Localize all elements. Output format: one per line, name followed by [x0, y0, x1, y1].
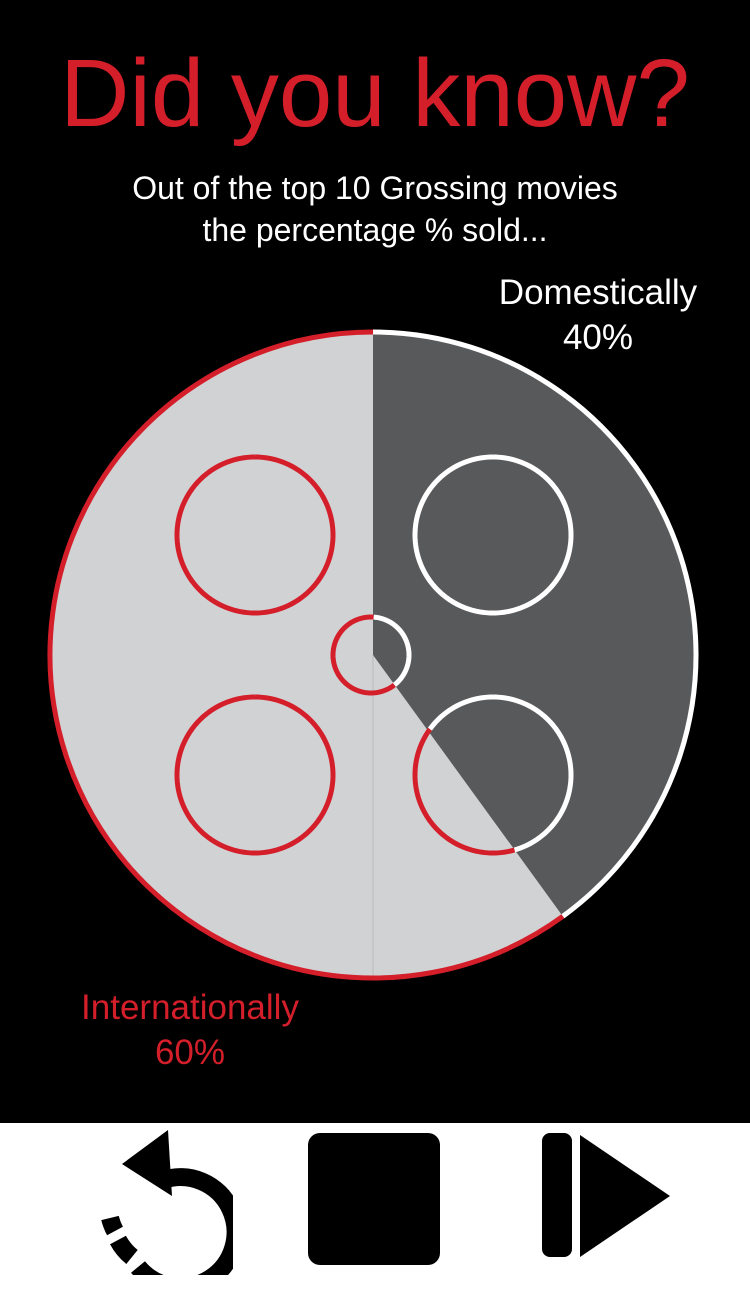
play-pause-button[interactable] — [540, 1133, 675, 1265]
reel-hub-arc-2 — [330, 614, 396, 696]
page-title: Did you know? — [60, 40, 690, 147]
legend-domestic: Domestically 40% — [470, 270, 726, 360]
reel-hole-bottom-right-arc-0 — [492, 694, 574, 853]
subtitle-line-2: the percentage % sold... — [202, 212, 548, 248]
replay-button[interactable] — [98, 1130, 245, 1294]
legend-international: Internationally 60% — [40, 985, 340, 1075]
subtitle-line-1: Out of the top 10 Grossing movies — [132, 170, 618, 206]
reel-hole-top-right-arc-0 — [412, 454, 574, 616]
rim-domestic — [372, 329, 699, 919]
reel-hole-bottom-left-arc-0 — [174, 694, 336, 856]
stop-button[interactable] — [308, 1133, 440, 1265]
page-subtitle: Out of the top 10 Grossing movies the pe… — [0, 167, 750, 251]
legend-international-name: Internationally — [81, 988, 299, 1027]
reel-hub-arc-1 — [373, 614, 412, 687]
pie-slice-domestic — [373, 332, 696, 917]
reel-hole-bottom-right-arc-2 — [427, 694, 494, 731]
film-reel-pie-chart — [47, 329, 699, 981]
replay-icon — [101, 1130, 245, 1294]
legend-domestic-name: Domestically — [498, 273, 698, 312]
legend-domestic-value: 40% — [562, 318, 634, 357]
reel-hole-top-left-arc-0 — [174, 454, 336, 616]
playback-controls — [0, 1123, 750, 1294]
reel-hole-bottom-right-arc-1 — [412, 727, 516, 856]
play-pause-icon — [542, 1133, 670, 1257]
rim-international — [47, 329, 565, 981]
stop-icon — [308, 1133, 440, 1265]
legend-international-value: 60% — [154, 1033, 226, 1072]
